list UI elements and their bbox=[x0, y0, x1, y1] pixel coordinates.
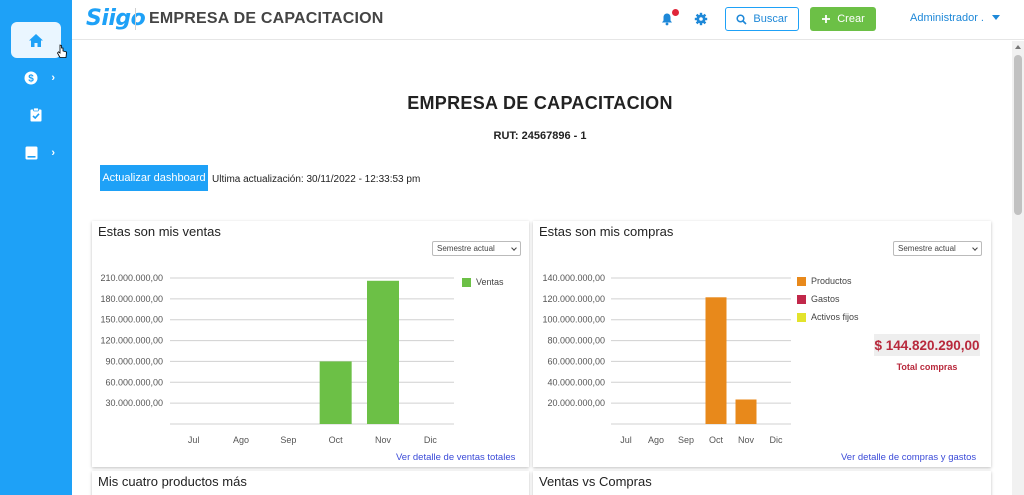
y-tick-label: 30.000.000,00 bbox=[105, 398, 163, 408]
legend-label: Gastos bbox=[811, 294, 840, 304]
purchases-legend: Productos Gastos Activos fijos bbox=[797, 272, 859, 326]
bar-nov bbox=[367, 280, 399, 424]
last-update-text: Ultima actualización: 30/11/2022 - 12:33… bbox=[212, 174, 421, 185]
siigo-logo[interactable]: Siigo bbox=[86, 6, 146, 31]
purchases-bar-chart: 20.000.000,00 40.000.000,00 60.000.000,00 8… bbox=[542, 273, 791, 445]
purchases-period-value: Semestre actual bbox=[898, 244, 956, 253]
chevron-down-icon[interactable] bbox=[992, 15, 1000, 20]
y-tick-label: 150.000.000,00 bbox=[100, 315, 163, 325]
y-tick-label: 140.000.000,00 bbox=[542, 273, 605, 283]
x-tick-label: Sep bbox=[280, 435, 296, 445]
mouse-cursor-icon bbox=[57, 44, 67, 58]
total-purchases-value: $ 144.820.290,00 bbox=[874, 334, 980, 356]
sales-vs-purchases-card: Ventas vs Compras bbox=[533, 471, 991, 495]
page-title: EMPRESA DE CAPACITACION bbox=[407, 93, 673, 113]
notification-bell-icon[interactable] bbox=[660, 12, 674, 26]
legend-item-activos-fijos: Activos fijos bbox=[797, 308, 859, 326]
svg-text:$: $ bbox=[28, 74, 34, 85]
search-button[interactable]: Buscar bbox=[725, 7, 799, 31]
sales-detail-link[interactable]: Ver detalle de ventas totales bbox=[396, 452, 516, 463]
dashboard-content: EMPRESA DE CAPACITACION RUT: 24567896 - … bbox=[72, 41, 1012, 495]
sidebar: $ › › bbox=[0, 0, 72, 495]
x-tick-label: Ago bbox=[233, 435, 249, 445]
company-name: EMPRESA DE CAPACITACION bbox=[149, 10, 384, 27]
dollar-icon: $ bbox=[24, 71, 38, 85]
x-tick-label: Jul bbox=[188, 435, 200, 445]
x-tick-label: Dic bbox=[424, 435, 437, 445]
y-tick-label: 210.000.000,00 bbox=[100, 273, 163, 283]
sales-card-title: Estas son mis ventas bbox=[98, 224, 221, 239]
legend-swatch bbox=[797, 276, 806, 286]
refresh-dashboard-button[interactable]: Actualizar dashboard bbox=[100, 165, 208, 191]
header-divider bbox=[135, 8, 136, 30]
y-tick-label: 40.000.000,00 bbox=[547, 377, 605, 387]
page-scrollbar[interactable] bbox=[1012, 41, 1024, 495]
chevron-down-icon bbox=[972, 245, 978, 251]
legend-swatch bbox=[797, 312, 806, 322]
x-tick-label: Oct bbox=[329, 435, 344, 445]
x-tick-label: Nov bbox=[738, 435, 755, 445]
total-purchases-label: Total compras bbox=[896, 362, 958, 372]
y-tick-label: 120.000.000,00 bbox=[100, 336, 163, 346]
notification-badge bbox=[672, 9, 679, 16]
x-tick-label: Oct bbox=[709, 435, 724, 445]
sidebar-item-money[interactable]: $ › bbox=[0, 60, 72, 96]
y-tick-label: 120.000.000,00 bbox=[542, 294, 605, 304]
bar-oct bbox=[705, 297, 727, 424]
bar-nov bbox=[735, 399, 757, 424]
sales-period-value: Semestre actual bbox=[437, 244, 495, 253]
x-tick-label: Ago bbox=[648, 435, 664, 445]
x-tick-label: Sep bbox=[678, 435, 694, 445]
legend-swatch bbox=[462, 277, 471, 287]
legend-label: Activos fijos bbox=[811, 312, 859, 322]
search-button-label: Buscar bbox=[753, 13, 788, 25]
home-icon bbox=[29, 33, 43, 47]
y-tick-label: 60.000.000,00 bbox=[547, 356, 605, 366]
search-icon bbox=[736, 13, 747, 25]
y-tick-label: 20.000.000,00 bbox=[547, 398, 605, 408]
bar-oct bbox=[319, 361, 352, 424]
legend-item-productos: Productos bbox=[797, 272, 859, 290]
company-rut: RUT: 24567896 - 1 bbox=[493, 130, 587, 142]
x-tick-label: Jul bbox=[620, 435, 632, 445]
x-tick-label: Dic bbox=[770, 435, 783, 445]
create-button[interactable]: Crear bbox=[810, 7, 876, 31]
create-button-label: Crear bbox=[837, 13, 865, 25]
purchases-period-select[interactable]: Semestre actual bbox=[893, 241, 982, 256]
legend-item-gastos: Gastos bbox=[797, 290, 859, 308]
scrollbar-thumb[interactable] bbox=[1014, 55, 1022, 215]
purchases-card-title: Estas son mis compras bbox=[539, 224, 674, 239]
y-tick-label: 100.000.000,00 bbox=[542, 315, 605, 325]
sidebar-item-tasks[interactable] bbox=[0, 97, 72, 133]
clipboard-check-icon bbox=[30, 108, 42, 122]
purchases-detail-link[interactable]: Ver detalle de compras y gastos bbox=[841, 452, 977, 463]
sales-legend: Ventas bbox=[462, 273, 504, 291]
sales-card: Estas son mis ventas Semestre actual Ven… bbox=[92, 221, 529, 467]
sales-vs-purchases-card-title: Ventas vs Compras bbox=[539, 474, 652, 489]
plus-icon bbox=[822, 15, 831, 23]
y-tick-label: 80.000.000,00 bbox=[547, 336, 605, 346]
y-tick-label: 60.000.000,00 bbox=[105, 377, 163, 387]
chevron-right-icon: › bbox=[51, 147, 55, 159]
y-tick-label: 90.000.000,00 bbox=[105, 356, 163, 366]
chevron-down-icon bbox=[511, 245, 517, 251]
top-header: Siigo EMPRESA DE CAPACITACION Buscar Cre… bbox=[72, 0, 1024, 40]
x-tick-label: Nov bbox=[375, 435, 392, 445]
sales-period-select[interactable]: Semestre actual bbox=[432, 241, 521, 256]
y-tick-label: 180.000.000,00 bbox=[100, 294, 163, 304]
legend-label: Productos bbox=[811, 276, 852, 286]
legend-swatch bbox=[797, 294, 806, 304]
chevron-right-icon: › bbox=[51, 72, 55, 84]
sales-bar-chart: 30.000.000,00 60.000.000,00 90.000.000,00 1… bbox=[100, 273, 454, 445]
sidebar-item-home[interactable] bbox=[11, 22, 61, 58]
user-menu[interactable]: Administrador . bbox=[910, 12, 984, 24]
top-products-card: Mis cuatro productos más bbox=[92, 471, 529, 495]
sidebar-item-reports[interactable]: › bbox=[0, 135, 72, 171]
book-icon bbox=[25, 146, 37, 160]
legend-label: Ventas bbox=[476, 277, 504, 287]
legend-item-ventas: Ventas bbox=[462, 273, 504, 291]
top-products-card-title: Mis cuatro productos más bbox=[98, 474, 247, 489]
gear-icon[interactable] bbox=[694, 12, 708, 26]
scroll-up-arrow-icon[interactable] bbox=[1015, 45, 1021, 49]
